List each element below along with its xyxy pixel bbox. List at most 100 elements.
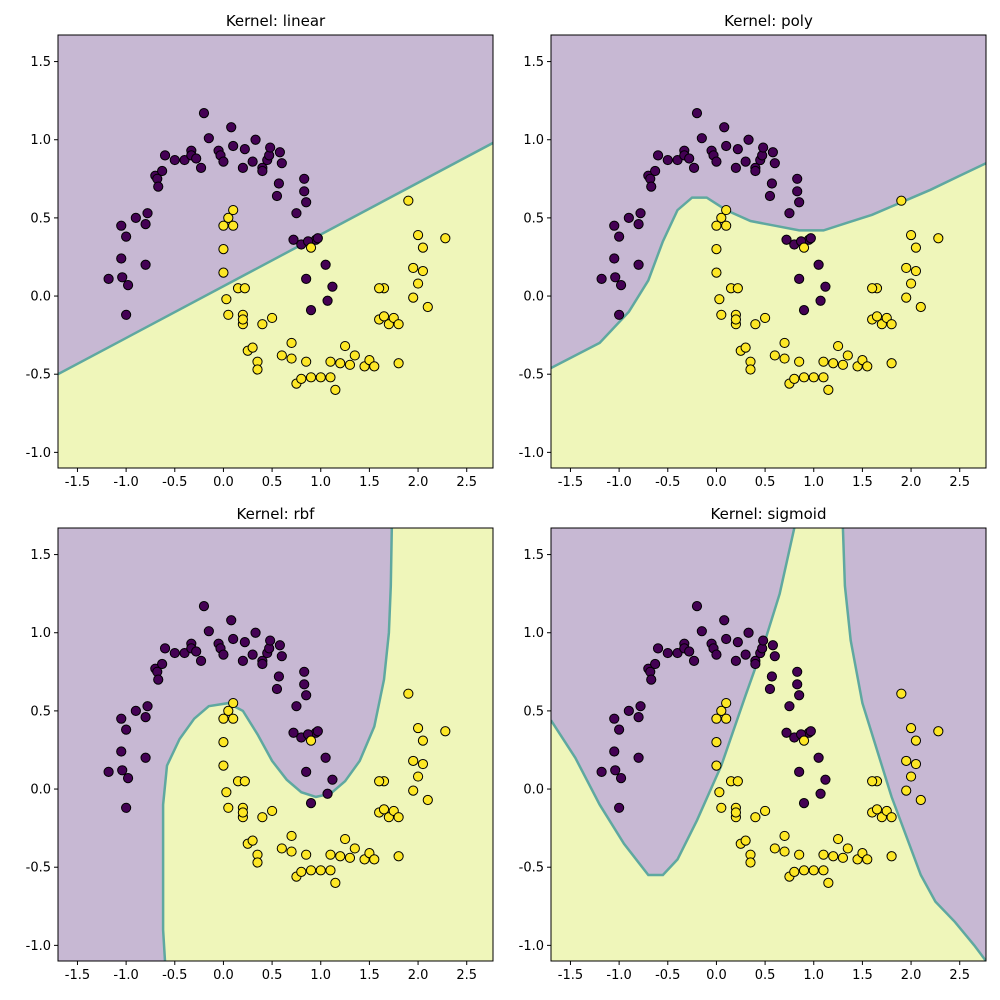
- class1-point: [349, 350, 360, 361]
- class0-point: [159, 150, 171, 161]
- decision-regions: [551, 35, 986, 468]
- axes-frame: [550, 527, 987, 962]
- class1-point: [901, 292, 912, 303]
- class1-point: [837, 359, 849, 370]
- class1-point: [286, 337, 297, 349]
- class1-point: [711, 220, 722, 231]
- class1-point: [228, 204, 239, 216]
- class0-point: [610, 272, 621, 283]
- class1-point: [252, 364, 263, 375]
- class0-point: [794, 197, 805, 208]
- class0-point: [179, 647, 190, 659]
- class1-point: [247, 342, 258, 353]
- x-tick-label: 0.5: [755, 475, 776, 490]
- class1-point: [408, 755, 419, 767]
- x-tick-label: -1.0: [113, 475, 138, 490]
- class0-point: [121, 309, 132, 320]
- class0-point: [169, 154, 180, 166]
- class0-point: [750, 165, 761, 177]
- class1-point: [403, 688, 414, 699]
- class1-point: [228, 713, 239, 724]
- class0-point: [784, 701, 795, 712]
- x-tick-label: 2.0: [408, 968, 429, 983]
- class0-point: [711, 156, 722, 167]
- x-tick-label: 0.5: [262, 475, 283, 490]
- class0-point: [792, 186, 803, 197]
- class0-point: [301, 690, 312, 701]
- class0-point: [769, 651, 780, 662]
- class1-point: [732, 776, 743, 787]
- class1-point: [798, 372, 810, 383]
- class1-point: [842, 843, 853, 854]
- x-tick-label: -0.5: [162, 968, 187, 983]
- class1-point: [798, 242, 810, 253]
- class1-point: [750, 319, 761, 330]
- class0-point: [732, 637, 743, 648]
- class1-point: [794, 356, 805, 367]
- class1-point: [369, 361, 380, 372]
- class0-point: [596, 273, 607, 284]
- y-tick-label: -0.5: [26, 861, 51, 876]
- class0-point: [121, 231, 132, 242]
- class1-point: [808, 372, 819, 383]
- class1-point: [732, 283, 743, 294]
- class1-point: [789, 866, 800, 877]
- class1-point: [721, 204, 732, 216]
- class0-point: [732, 144, 743, 155]
- y-tick-label: 0.0: [523, 783, 544, 798]
- class1-point: [716, 802, 727, 813]
- class1-point: [417, 265, 429, 277]
- class0-point: [635, 208, 646, 219]
- class1-point: [896, 688, 907, 699]
- class0-point: [218, 649, 229, 660]
- class0-point: [609, 253, 620, 264]
- class1-point: [789, 373, 800, 384]
- class0-point: [652, 643, 664, 654]
- class0-point: [758, 142, 769, 153]
- class0-point: [615, 773, 627, 784]
- class0-point: [291, 208, 302, 219]
- x-tick-label: 2.5: [456, 968, 477, 983]
- class0-point: [130, 212, 141, 223]
- class1-point: [769, 843, 780, 854]
- class1-point: [301, 356, 312, 367]
- class1-point: [252, 857, 263, 868]
- class0-point: [609, 746, 620, 757]
- class0-point: [721, 633, 732, 645]
- class1-point: [901, 262, 912, 274]
- class1-point: [862, 854, 873, 865]
- class0-point: [237, 162, 248, 173]
- class1-point: [408, 262, 419, 274]
- class0-point: [614, 724, 625, 735]
- class0-point: [813, 752, 824, 763]
- class1-point: [769, 350, 780, 361]
- class0-point: [116, 253, 127, 264]
- class1-point: [714, 787, 725, 798]
- class1-point: [374, 776, 385, 787]
- class0-point: [730, 162, 741, 173]
- class0-point: [299, 679, 310, 690]
- class0-point: [784, 208, 795, 219]
- class0-point: [614, 802, 625, 813]
- class0-point: [688, 655, 700, 666]
- panel-title: Kernel: poly: [724, 12, 813, 30]
- class1-point: [779, 830, 790, 842]
- class1-point: [759, 805, 771, 817]
- class1-point: [369, 854, 380, 865]
- x-tick-label: 0.0: [213, 475, 234, 490]
- class1-point: [721, 220, 732, 231]
- class0-point: [271, 683, 283, 695]
- class1-point: [223, 705, 234, 716]
- y-tick-label: -0.5: [519, 368, 544, 383]
- class0-point: [792, 679, 803, 690]
- class0-point: [250, 627, 261, 638]
- y-tick-label: -1.0: [519, 446, 544, 461]
- class0-point: [684, 153, 695, 164]
- class0-point: [140, 752, 151, 763]
- class0-point: [195, 162, 207, 173]
- class1-point: [417, 242, 429, 253]
- y-tick-label: 0.5: [30, 211, 51, 226]
- class1-point: [798, 735, 810, 746]
- class0-point: [596, 766, 607, 777]
- class0-point: [719, 615, 730, 626]
